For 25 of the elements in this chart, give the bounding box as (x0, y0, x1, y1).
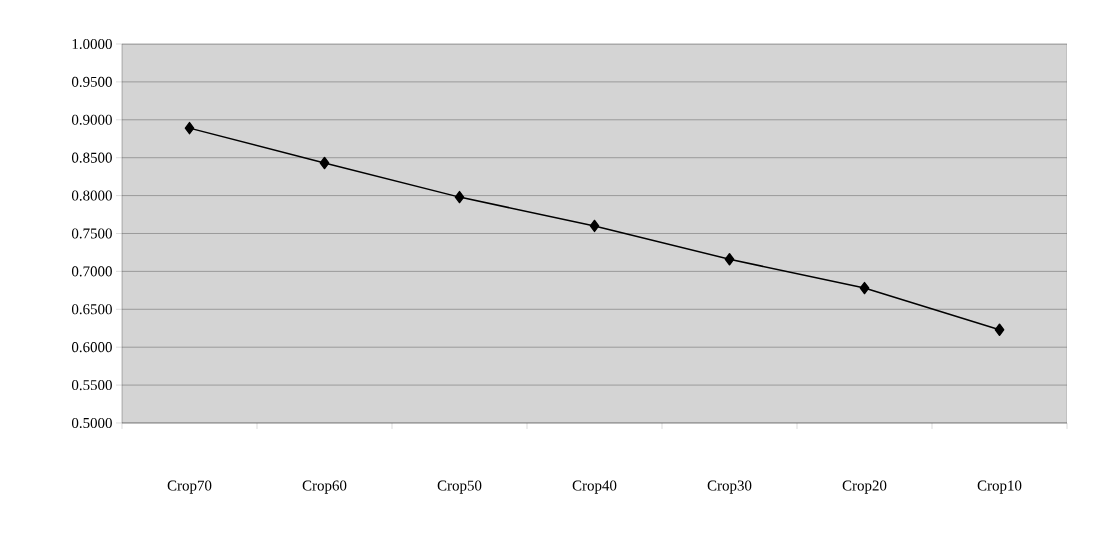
point (454, 190, 465, 204)
x-tick-label: Crop30 (707, 480, 752, 494)
x-tick-label: Crop70 (167, 480, 212, 494)
x-tick-label: Crop10 (977, 480, 1022, 494)
y-tick-label: 0.6500 (71, 304, 112, 315)
y-tick-label: 0.6000 (71, 342, 112, 353)
y-tick-label: 0.7000 (71, 266, 112, 277)
point (724, 253, 735, 266)
point (184, 121, 195, 135)
x-tick-label: Crop40 (572, 480, 617, 494)
y-tick-label: 1.0000 (72, 38, 112, 50)
point (859, 281, 870, 295)
y-tick-label: 0.8500 (71, 152, 112, 163)
x-tick-label: Crop60 (302, 480, 347, 494)
y-tick-label: 0.5000 (71, 417, 112, 429)
point (994, 323, 1005, 336)
x-tick-label: Crop50 (437, 480, 482, 494)
y-tick-label: 0.9000 (71, 114, 112, 125)
y-tick-label: 0.7500 (71, 228, 112, 239)
y-tick-label: 0.9500 (71, 76, 112, 87)
point (319, 156, 330, 170)
x-tick-label: Crop20 (842, 480, 887, 494)
y-tick-label: 0.8000 (71, 190, 112, 201)
y-tick-label: 0.5500 (71, 380, 112, 391)
point (589, 219, 600, 233)
